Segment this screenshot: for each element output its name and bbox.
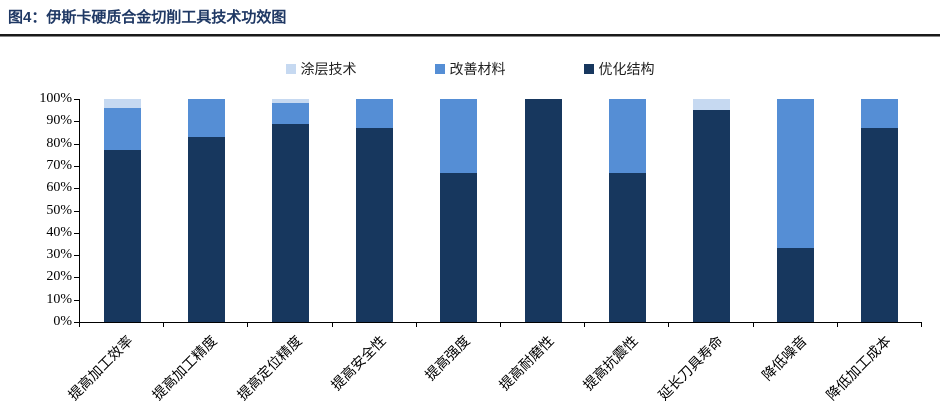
y-tick-label: 90% [46, 113, 72, 129]
plot-area [79, 99, 922, 323]
bar-segment-优化结构 [440, 172, 478, 322]
y-tick-label: 0% [53, 314, 72, 329]
bar-segment-涂层技术 [272, 99, 309, 104]
y-tick-label: 40% [46, 224, 72, 240]
x-category-label: 延长刀具寿命 [655, 333, 726, 404]
bar-segment-改善材料 [272, 103, 309, 124]
x-category-label: 提高加工精度 [150, 333, 221, 404]
legend-item: 优化结构 [583, 59, 655, 79]
x-tick-mark [836, 323, 838, 327]
x-category-label: 提高加工效率 [66, 333, 137, 404]
y-tick-mark [74, 322, 79, 323]
chart-legend: 涂层技术 改善材料 优化结构 [0, 59, 940, 79]
x-tick-mark [79, 323, 80, 327]
x-tick-mark [752, 323, 754, 327]
y-tick-label: 10% [46, 291, 72, 307]
bar-segment-改善材料 [356, 99, 394, 128]
y-tick-mark [74, 277, 79, 279]
x-category-label: 降低噪音 [759, 333, 811, 385]
x-tick-mark [415, 323, 417, 327]
bar-segment-优化结构 [356, 127, 394, 322]
y-tick-label: 70% [46, 157, 72, 173]
bar-segment-优化结构 [608, 172, 646, 322]
bar-segment-涂层技术 [693, 99, 730, 111]
bar-segment-改善材料 [861, 99, 899, 128]
x-category-label: 提高安全性 [329, 333, 390, 394]
y-tick-mark [74, 121, 79, 123]
y-tick-mark [74, 255, 79, 257]
legend-marker-icon [434, 64, 445, 74]
legend-item: 涂层技术 [285, 59, 357, 79]
x-category-label: 提高抗震性 [581, 333, 642, 394]
bar-segment-改善材料 [777, 99, 815, 249]
x-tick-mark [921, 323, 922, 327]
x-tick-mark [331, 323, 333, 327]
x-category-label: 降低加工成本 [824, 333, 895, 404]
legend-label: 改善材料 [449, 63, 506, 78]
y-tick-label: 100% [39, 91, 72, 106]
bar-segment-优化结构 [187, 136, 225, 322]
legend-label: 涂层技术 [300, 63, 357, 78]
legend-marker-icon [583, 64, 594, 74]
x-category-label: 提高耐磨性 [497, 333, 558, 394]
x-tick-mark [668, 323, 670, 327]
bar-segment-改善材料 [103, 107, 141, 151]
bar-segment-优化结构 [777, 248, 815, 322]
x-tick-mark [163, 323, 165, 327]
bar-segment-优化结构 [103, 150, 141, 322]
y-tick-mark [74, 210, 79, 212]
bar-segment-优化结构 [861, 127, 899, 322]
legend-item: 改善材料 [434, 59, 506, 79]
bar-segment-涂层技术 [103, 99, 141, 108]
bar-segment-改善材料 [187, 99, 225, 137]
y-tick-mark [74, 143, 79, 145]
bar-segment-改善材料 [608, 99, 646, 173]
y-tick-label: 30% [46, 247, 72, 263]
bar-segment-优化结构 [524, 99, 562, 322]
figure-title: 图4：伊斯卡硬质合金切削工具技术功效图 [8, 9, 287, 26]
y-tick-mark [74, 165, 79, 167]
y-tick-label: 60% [46, 180, 72, 196]
x-tick-mark [500, 323, 501, 327]
y-tick-mark [74, 188, 79, 190]
bar-segment-优化结构 [272, 123, 309, 322]
y-tick-label: 20% [46, 269, 72, 285]
y-tick-label: 50% [46, 202, 72, 218]
y-tick-label: 80% [46, 135, 72, 151]
bar-segment-改善材料 [440, 99, 478, 173]
y-tick-mark [74, 99, 79, 100]
x-category-label: 提高定位精度 [234, 333, 305, 404]
title-underline [0, 34, 940, 37]
y-tick-mark [74, 232, 79, 234]
bar-segment-优化结构 [693, 110, 730, 322]
y-tick-mark [74, 299, 79, 301]
legend-label: 优化结构 [598, 63, 655, 78]
legend-marker-icon [285, 64, 296, 74]
x-category-label: 提高强度 [423, 333, 474, 385]
x-tick-mark [247, 323, 249, 327]
x-tick-mark [584, 323, 586, 327]
